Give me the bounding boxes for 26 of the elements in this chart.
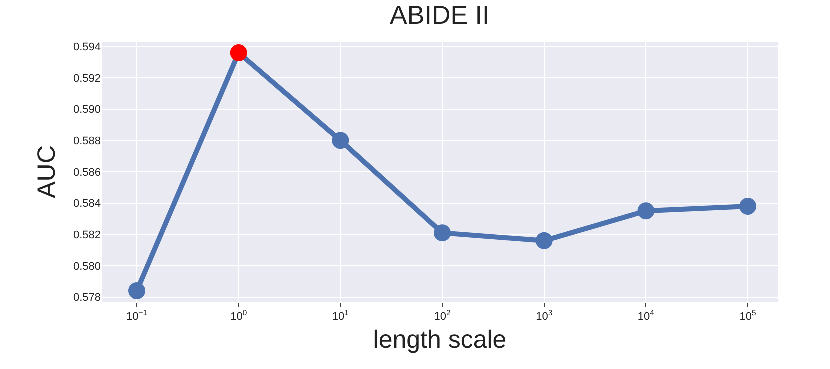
point <box>434 224 452 242</box>
y-tick-label: 0.580 <box>73 260 101 273</box>
y-tick-label: 0.588 <box>73 136 101 148</box>
x-tick-label: 10$^{5}$ <box>740 308 756 324</box>
y-tick-label: 0.584 <box>73 198 101 210</box>
point <box>740 198 757 215</box>
y-tick-label: 0.594 <box>73 42 101 54</box>
chart-title: ABIDE II <box>390 0 490 30</box>
x-tick-label: 10$^{1}$ <box>332 308 349 324</box>
y-tick-label: 0.586 <box>73 166 101 179</box>
y-tick-label: 0.592 <box>73 72 101 85</box>
y-tick-label: 0.590 <box>73 104 101 116</box>
point <box>128 282 146 300</box>
point <box>230 44 248 62</box>
x-tick-label: 10$^{−1}$ <box>126 308 148 324</box>
y-axis-title: AUC <box>33 146 62 198</box>
x-tick-label: 10$^{0}$ <box>230 308 248 324</box>
x-axis-title: length scale <box>373 326 507 354</box>
point <box>536 232 553 250</box>
y-tick-label: 0.578 <box>73 292 101 304</box>
x-tick-label: 10$^{3}$ <box>536 308 553 324</box>
x-tick-label: 10$^{4}$ <box>638 308 656 324</box>
x-tick-label: 10$^{2}$ <box>434 308 451 324</box>
y-tick-label: 0.582 <box>73 230 101 242</box>
point <box>332 132 350 150</box>
point <box>638 202 655 220</box>
